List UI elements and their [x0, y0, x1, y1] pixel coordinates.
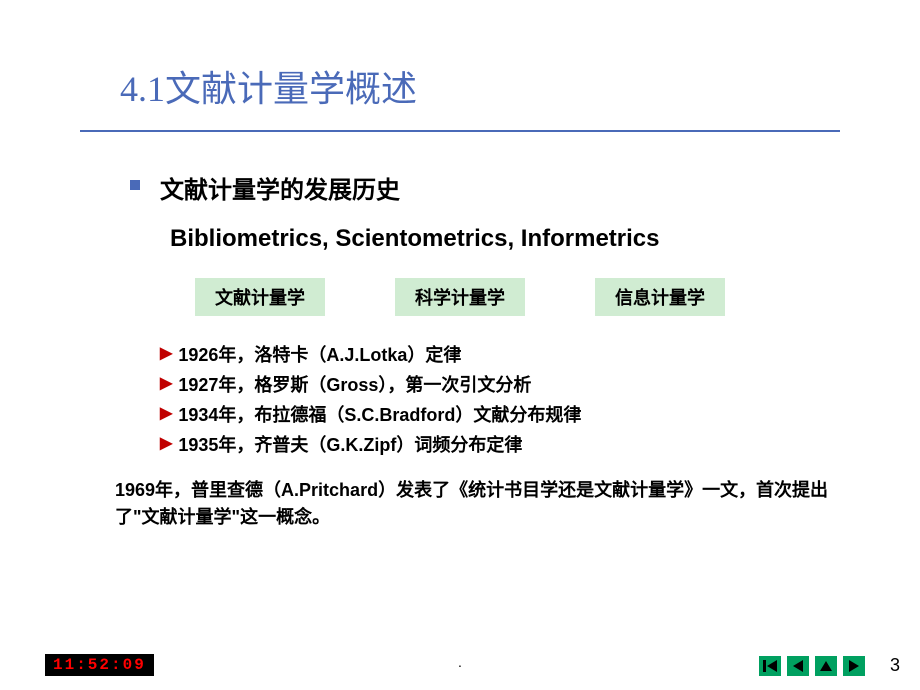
history-text: 1926年，洛特卡（A.J.Lotka）定律 [178, 341, 461, 367]
nav-first-button[interactable] [759, 656, 781, 676]
history-list: ▶ 1926年，洛特卡（A.J.Lotka）定律 ▶ 1927年，格罗斯（Gro… [160, 341, 920, 457]
section-row: 文献计量学的发展历史 [130, 170, 920, 205]
page-number: 3 [890, 655, 900, 676]
nav-prev-button[interactable] [787, 656, 809, 676]
nav-controls [759, 656, 865, 676]
slide-title: 4.1文献计量学概述 [120, 60, 920, 112]
history-item: ▶ 1926年，洛特卡（A.J.Lotka）定律 [160, 341, 920, 367]
history-text: 1927年，格罗斯（Gross），第一次引文分析 [178, 371, 531, 397]
title-underline [80, 130, 840, 132]
tag-informetrics: 信息计量学 [595, 278, 725, 316]
section-label: 文献计量学的发展历史 [160, 170, 400, 205]
history-text: 1934年，布拉德福（S.C.Bradford）文献分布规律 [178, 401, 581, 427]
caret-right-icon [846, 659, 862, 673]
history-item: ▶ 1935年，齐普夫（G.K.Zipf）词频分布定律 [160, 431, 920, 457]
caret-left-icon [790, 659, 806, 673]
nav-next-button[interactable] [843, 656, 865, 676]
footer: 11:52:09 . 3 [0, 650, 920, 690]
caret-up-icon [818, 659, 834, 673]
center-dot: . [458, 654, 462, 670]
nav-up-button[interactable] [815, 656, 837, 676]
slide: 4.1文献计量学概述 文献计量学的发展历史 Bibliometrics, Sci… [0, 0, 920, 690]
triangle-bullet-icon: ▶ [160, 371, 172, 397]
tag-row: 文献计量学 科学计量学 信息计量学 [195, 278, 920, 316]
square-bullet-icon [130, 180, 140, 190]
history-text: 1935年，齐普夫（G.K.Zipf）词频分布定律 [178, 431, 522, 457]
tag-bibliometrics: 文献计量学 [195, 278, 325, 316]
footnote: 1969年，普里查德（A.Pritchard）发表了《统计书目学还是文献计量学》… [115, 477, 835, 531]
triangle-bullet-icon: ▶ [160, 401, 172, 427]
history-item: ▶ 1934年，布拉德福（S.C.Bradford）文献分布规律 [160, 401, 920, 427]
triangle-bullet-icon: ▶ [160, 341, 172, 367]
history-item: ▶ 1927年，格罗斯（Gross），第一次引文分析 [160, 371, 920, 397]
clock: 11:52:09 [45, 654, 154, 676]
triangle-bullet-icon: ▶ [160, 431, 172, 457]
skip-back-icon [762, 659, 778, 673]
tag-scientometrics: 科学计量学 [395, 278, 525, 316]
subtitle: Bibliometrics, Scientometrics, Informetr… [170, 225, 920, 253]
